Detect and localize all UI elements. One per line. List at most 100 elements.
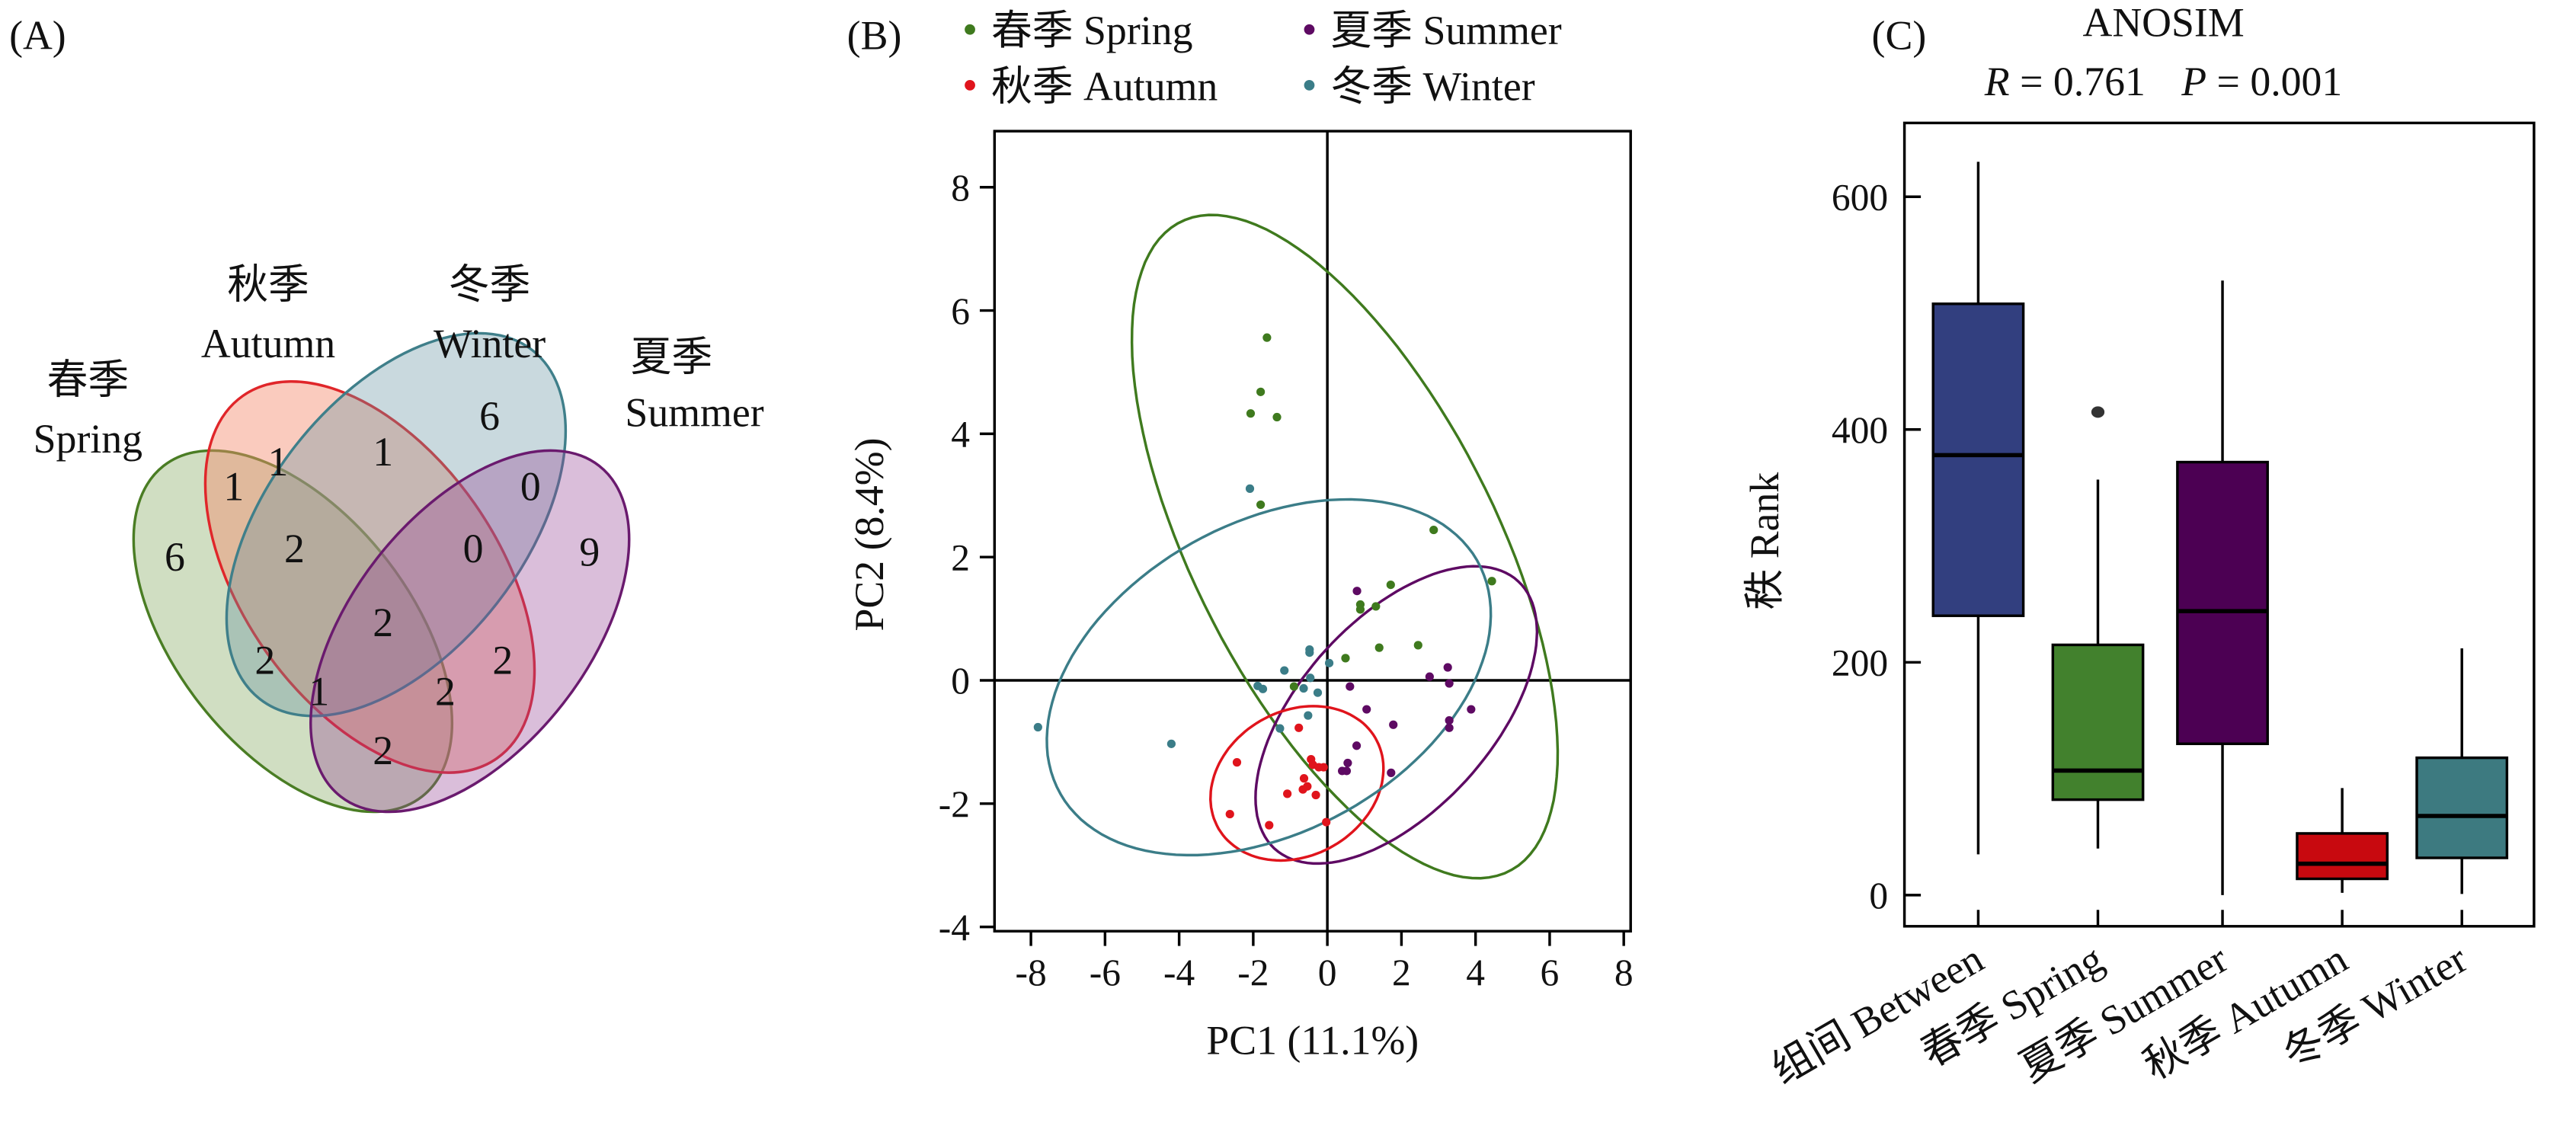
x-tick-label: -6 (1090, 952, 1121, 993)
y-tick-label: -2 (939, 783, 970, 825)
venn-count-swu: 1 (309, 668, 329, 714)
venn-label-cn: 夏季 (631, 334, 713, 379)
legend-label: 冬季 Winter (1330, 63, 1534, 109)
data-point (1355, 605, 1365, 614)
iqr-box (2296, 832, 2389, 881)
x-tick-label: 8 (1614, 952, 1634, 993)
p-value: = 0.001 (2206, 59, 2342, 104)
data-point (1352, 741, 1362, 750)
data-point (1275, 724, 1285, 733)
legend-marker (965, 24, 975, 35)
venn-count-awu: 0 (463, 526, 484, 571)
venn-count-sawu: 2 (373, 600, 393, 645)
y-tick-label: 0 (951, 660, 970, 702)
data-point (1352, 587, 1362, 596)
y-tick-label: 200 (1832, 642, 1888, 684)
iqr-box (2051, 643, 2145, 801)
venn-label-en: Winter (434, 321, 546, 366)
data-point (1311, 790, 1320, 800)
data-point (1305, 648, 1314, 657)
x-tick-label: 0 (1318, 952, 1337, 993)
iqr-box (1931, 302, 2025, 617)
venn-count-sa: 1 (223, 463, 244, 509)
data-point (1425, 672, 1434, 681)
data-point (1258, 684, 1268, 693)
legend-label: 春季 Spring (991, 8, 1192, 53)
data-point (1342, 766, 1352, 776)
data-point (1346, 682, 1355, 691)
venn-count-wu: 0 (520, 463, 541, 509)
data-point (1374, 643, 1384, 652)
iqr-box (2176, 460, 2269, 746)
panel-label-b: (B) (847, 13, 902, 59)
data-point (1445, 679, 1454, 688)
venn-count-au: 2 (492, 637, 513, 683)
legend-marker (1304, 80, 1315, 91)
y-tick-label: 0 (1869, 875, 1888, 917)
data-point (1033, 722, 1042, 732)
data-point (1299, 774, 1309, 783)
venn-count-a: 1 (268, 439, 289, 485)
venn-label-en: Spring (34, 416, 142, 462)
box-4 (2415, 648, 2509, 894)
outlier-point (2091, 406, 2105, 418)
data-point (1429, 525, 1438, 535)
venn-label-cn: 秋季 (227, 262, 309, 308)
panel-label-c: (C) (1872, 13, 1927, 59)
y-axis-label: PC2 (8.4%) (846, 438, 892, 632)
anosim-stats: R = 0.761 P = 0.001 (1984, 59, 2343, 104)
data-point (1298, 785, 1307, 794)
data-point (1322, 817, 1331, 827)
data-point (1319, 763, 1328, 772)
data-point (1413, 641, 1422, 650)
y-tick-label: 600 (1832, 176, 1888, 218)
x-tick-label: 2 (1392, 952, 1411, 993)
data-point (1343, 758, 1352, 768)
data-point (1389, 720, 1398, 729)
data-point (1341, 654, 1350, 663)
venn-label-en: Summer (625, 389, 763, 435)
data-point (1245, 484, 1255, 493)
confidence-ellipse-2 (1208, 705, 1385, 862)
y-axis-label-rank: 秩 Rank (1742, 472, 1787, 610)
y-tick-label: 4 (951, 414, 970, 456)
legend-marker (1304, 24, 1315, 35)
data-point (1283, 789, 1292, 798)
plot-frame (993, 130, 1632, 933)
pca-panel: (B) 春季 Spring 夏季 Summer 秋季 Autumn 冬季 Winter… (846, 8, 1634, 1064)
venn-count-saw: 2 (284, 526, 305, 571)
x-tick-label: 4 (1466, 952, 1485, 993)
confidence-ellipse-3 (1045, 498, 1493, 857)
data-point (1306, 673, 1315, 683)
x-tick-label: -4 (1163, 952, 1195, 993)
venn-count-su: 2 (373, 728, 393, 773)
y-tick-label: -4 (939, 907, 970, 949)
data-point (1386, 581, 1395, 590)
x-axis-label: PC1 (11.1%) (1206, 1018, 1419, 1064)
box-1 (2051, 406, 2145, 849)
venn-count-w: 6 (479, 393, 500, 439)
data-point (1445, 716, 1454, 725)
data-point (1166, 739, 1176, 748)
data-point (1324, 658, 1334, 667)
x-tick-label: -8 (1015, 952, 1046, 993)
panel-label-a: (A) (9, 13, 66, 59)
data-point (1299, 683, 1308, 693)
venn-set-summer (309, 449, 631, 814)
legend-label: 秋季 Autumn (991, 63, 1218, 109)
box-frame (1902, 121, 2536, 928)
data-point (1294, 723, 1304, 732)
data-point (1371, 602, 1381, 611)
data-point (1232, 758, 1242, 767)
venn-count-u: 9 (579, 529, 600, 574)
data-point (1362, 705, 1371, 714)
legend-label: 夏季 Summer (1330, 8, 1561, 53)
venn-count-sau: 2 (435, 668, 456, 714)
data-point (1304, 711, 1313, 720)
r-value: = 0.761 (2010, 59, 2146, 104)
data-point (1445, 723, 1454, 732)
box-3 (2296, 788, 2389, 893)
y-tick-label: 8 (951, 167, 970, 209)
data-point (1443, 663, 1452, 672)
